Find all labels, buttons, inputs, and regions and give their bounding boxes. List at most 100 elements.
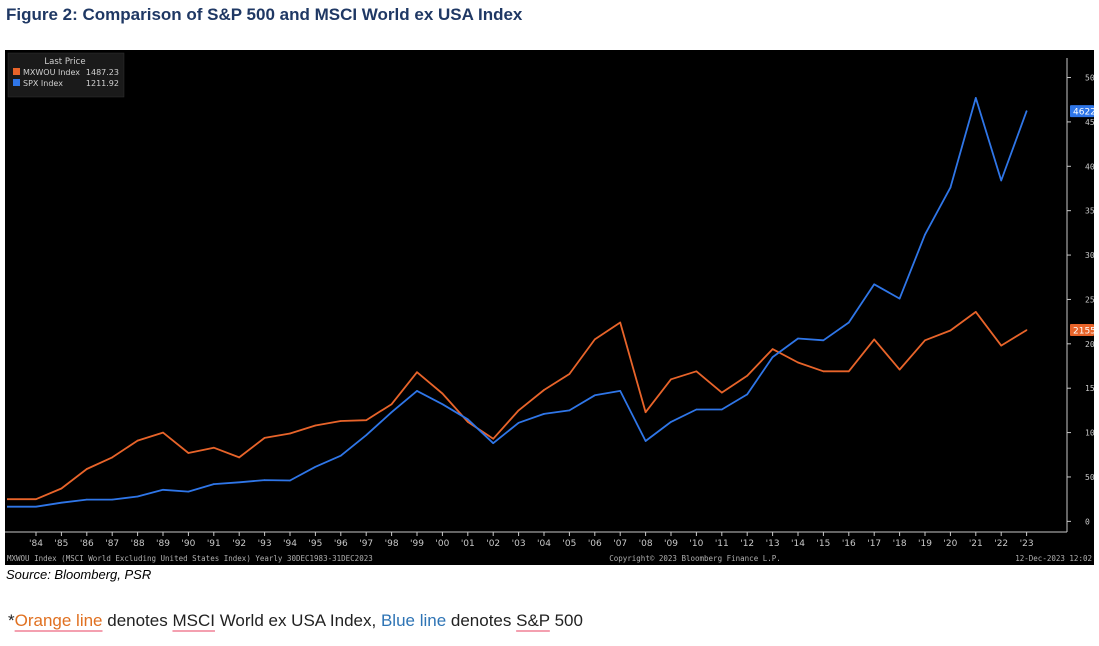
x-tick-label: '00 [435, 539, 449, 549]
data-point [416, 390, 418, 392]
x-tick-label: '02 [486, 539, 500, 549]
legend-entry-value: 1487.23 [86, 68, 119, 77]
legend-title: Last Price [44, 57, 85, 67]
x-tick-label: '23 [1020, 539, 1034, 549]
footer-center: Copyright© 2023 Bloomberg Finance L.P. [609, 554, 781, 563]
data-point [848, 321, 850, 324]
data-point [670, 378, 672, 381]
y-tick-label: 2500 [1085, 295, 1094, 304]
series-line-mxwou-index [7, 310, 1028, 501]
data-point [594, 394, 596, 397]
x-tick-label: '14 [791, 539, 805, 549]
data-point [136, 495, 139, 498]
last-value-tag [1070, 105, 1094, 118]
legend-entry-name: MXWOU Index [23, 68, 80, 77]
y-tick-label: 500 [1085, 473, 1094, 482]
note-msci-label: MSCI [172, 611, 215, 630]
data-point [162, 489, 164, 491]
data-point [187, 490, 190, 493]
data-point [771, 348, 774, 350]
source-caption: Source: Bloomberg, PSR [6, 567, 152, 582]
data-point [238, 481, 240, 484]
y-tick-label: 3500 [1085, 207, 1094, 216]
data-point [568, 409, 571, 412]
data-point [949, 186, 952, 189]
x-tick-label: '92 [232, 539, 246, 549]
note-prefix: * [8, 611, 15, 630]
x-tick-label: '90 [181, 539, 195, 549]
footnote: *Orange line denotes MSCI World ex USA I… [8, 611, 583, 631]
legend-swatch [13, 68, 20, 75]
data-point [365, 434, 368, 437]
data-point [238, 456, 240, 459]
x-tick-label: '05 [562, 539, 576, 549]
data-point [898, 297, 901, 300]
legend-entry-value: 1211.92 [86, 79, 119, 88]
x-tick-label: '03 [512, 539, 526, 549]
legend-box [7, 52, 125, 98]
data-point [187, 452, 190, 454]
data-point [848, 370, 850, 373]
x-tick-label: '86 [80, 539, 94, 549]
y-tick-label: 3000 [1085, 251, 1094, 260]
note-sp-label: S&P [516, 611, 550, 630]
data-point [314, 465, 317, 468]
data-point [695, 408, 698, 411]
data-point [35, 505, 37, 508]
data-point [35, 498, 37, 500]
data-point [644, 440, 647, 442]
data-point [263, 479, 266, 481]
data-point [771, 356, 774, 358]
note-blue-label: Blue line [380, 611, 447, 630]
data-point [1000, 179, 1002, 182]
note-text-1: denotes [102, 611, 173, 630]
data-point [289, 479, 291, 482]
data-point [543, 389, 545, 391]
data-point [517, 422, 520, 424]
data-point [873, 338, 875, 341]
x-tick-label: '95 [308, 539, 322, 549]
data-point [213, 483, 215, 485]
x-tick-label: '04 [537, 539, 551, 549]
data-point [619, 390, 621, 392]
footer-right: 12-Dec-2023 12:02 [1015, 554, 1092, 563]
x-tick-label: '17 [867, 539, 881, 549]
data-point [263, 437, 266, 439]
x-tick-label: '08 [639, 539, 653, 549]
x-tick-label: '96 [334, 539, 348, 549]
data-point [670, 421, 672, 423]
data-point [86, 498, 88, 501]
data-point [60, 487, 63, 490]
x-tick-label: '12 [740, 539, 754, 549]
series-line-spx-index [7, 97, 1028, 508]
x-tick-label: '20 [943, 539, 957, 549]
data-point [492, 437, 495, 440]
data-point [1025, 329, 1028, 331]
x-tick-label: '06 [588, 539, 602, 549]
data-point [162, 431, 164, 434]
x-tick-label: '22 [994, 539, 1008, 549]
data-point [594, 338, 596, 341]
note-text-3: denotes [446, 611, 517, 630]
y-tick-label: 0 [1085, 517, 1090, 526]
note-orange-label: Orange line [14, 611, 103, 630]
data-point [136, 439, 139, 442]
data-point [568, 373, 571, 375]
last-value-label: 2155 [1073, 327, 1094, 337]
x-tick-label: '84 [29, 539, 43, 549]
x-tick-label: '91 [207, 539, 221, 549]
data-point [416, 371, 418, 374]
data-point [975, 97, 977, 99]
data-point [721, 408, 723, 411]
data-point [390, 411, 393, 413]
data-point [619, 321, 621, 324]
data-point [797, 361, 799, 364]
data-point [340, 454, 342, 457]
x-tick-label: '19 [918, 539, 932, 549]
legend-entry-name: SPX Index [23, 79, 63, 88]
data-point [467, 421, 469, 423]
data-point [898, 368, 901, 371]
data-point [746, 374, 748, 377]
data-point [543, 413, 545, 415]
chart-panel: 0 500 1000 1500 2000 2500 3000 3500 4000 4500 5000… [5, 50, 1094, 565]
